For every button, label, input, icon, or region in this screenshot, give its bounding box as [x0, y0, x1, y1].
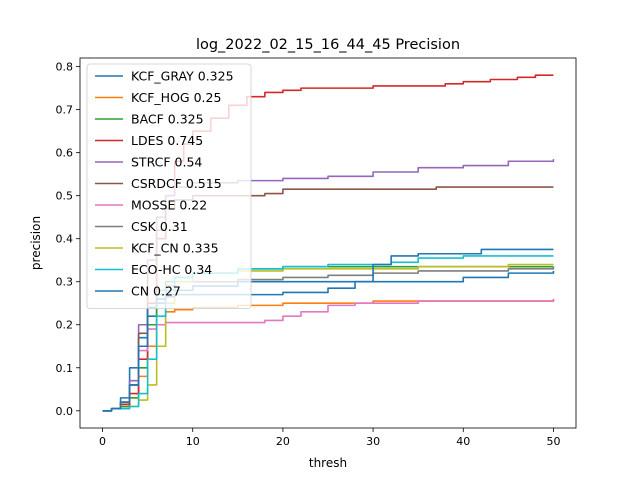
- legend-label: CSK 0.31: [131, 219, 188, 234]
- legend-label: CN 0.27: [131, 284, 181, 299]
- x-tick-label: 10: [186, 435, 200, 448]
- chart-title: log_2022_02_15_16_44_45 Precision: [196, 37, 460, 53]
- legend-label: CSRDCF 0.515: [131, 176, 222, 191]
- plot-frame: [79, 57, 577, 429]
- x-tick-label: 30: [366, 435, 380, 448]
- y-tick-label: 0.3: [56, 276, 74, 289]
- series-line-6: [102, 298, 555, 412]
- legend-box: [86, 63, 252, 309]
- y-tick-label: 0.5: [56, 190, 74, 203]
- x-tick-label: 20: [276, 435, 290, 448]
- y-tick-label: 0.0: [56, 405, 74, 418]
- y-tick-label: 0.7: [56, 104, 74, 117]
- x-tick-label: 40: [456, 435, 470, 448]
- x-axis-ticks: 0 10 20 30 40 50: [99, 428, 560, 448]
- y-tick-label: 0.4: [56, 233, 74, 246]
- y-axis-label: precision: [29, 216, 43, 270]
- x-axis-label: thresh: [309, 456, 347, 470]
- legend-label: KCF_GRAY 0.325: [131, 69, 234, 84]
- x-tick-label: 50: [546, 435, 560, 448]
- legend-label: LDES 0.745: [131, 133, 203, 148]
- legend-label: KCF_CN 0.335: [131, 241, 219, 256]
- legend: KCF_GRAY 0.325 KCF_HOG 0.25 BACF 0.325 LDES…: [86, 63, 252, 309]
- legend-label: ECO-HC 0.34: [131, 262, 212, 277]
- y-axis-ticks: 0.0 0.1 0.2 0.3 0.4 0.5 0.6 0.7 0.8: [56, 61, 80, 418]
- x-tick-label: 0: [99, 435, 106, 448]
- y-tick-label: 0.8: [56, 61, 74, 74]
- y-tick-label: 0.1: [56, 362, 74, 375]
- legend-label: BACF 0.325: [131, 112, 204, 127]
- y-tick-label: 0.2: [56, 319, 74, 332]
- series-line-1: [102, 298, 555, 412]
- y-tick-label: 0.6: [56, 147, 74, 160]
- legend-label: STRCF 0.54: [131, 155, 202, 170]
- legend-label: KCF_HOG 0.25: [131, 90, 221, 105]
- legend-label: MOSSE 0.22: [131, 198, 207, 213]
